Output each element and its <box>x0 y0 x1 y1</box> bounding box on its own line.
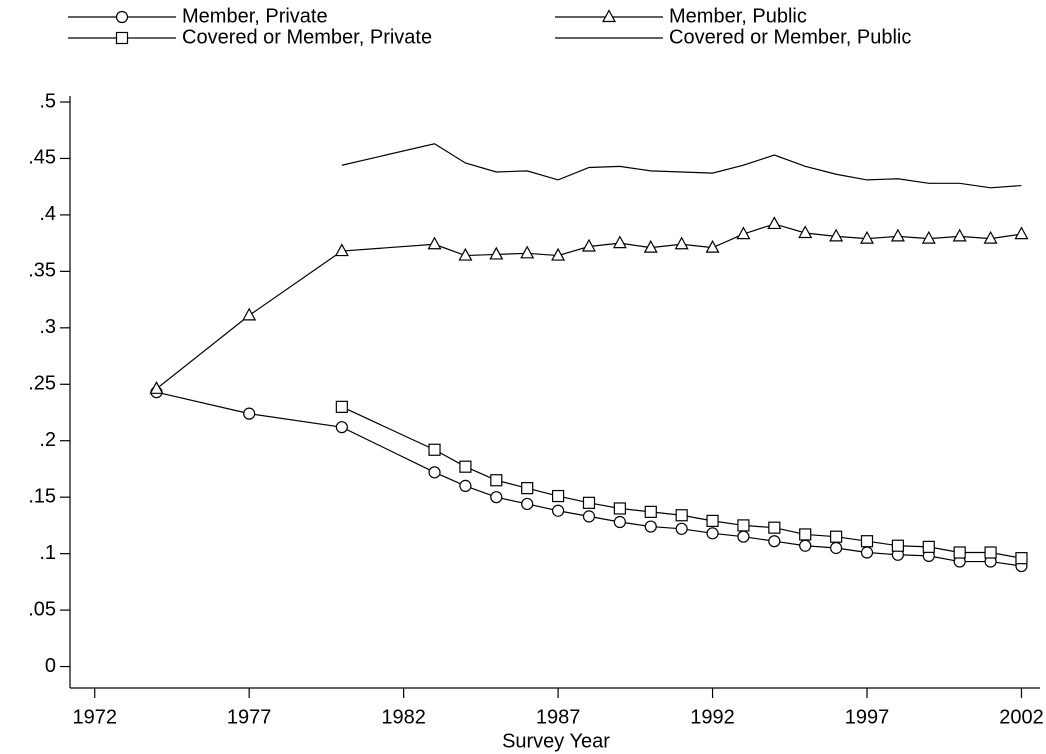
marker <box>984 546 997 559</box>
marker <box>1014 226 1029 240</box>
marker <box>490 491 503 504</box>
y-tick-label: .25 <box>28 373 56 395</box>
legend-label: Covered or Member, Public <box>669 26 911 48</box>
series-line <box>341 143 1022 189</box>
marker <box>149 381 164 394</box>
marker <box>458 247 473 261</box>
legend-label: Covered or Member, Private <box>182 26 432 48</box>
legend-label: Member, Public <box>669 5 807 27</box>
legend-marker <box>115 31 129 45</box>
marker <box>737 530 750 543</box>
marker <box>921 230 936 244</box>
marker <box>798 225 813 239</box>
marker <box>675 509 688 522</box>
marker <box>829 228 844 242</box>
y-tick-label: .4 <box>39 203 56 225</box>
marker <box>953 546 966 559</box>
marker <box>490 474 503 487</box>
legend-marker <box>115 10 129 24</box>
marker <box>830 530 843 543</box>
marker <box>551 247 566 261</box>
y-tick-label: .5 <box>39 90 56 112</box>
marker <box>551 489 565 503</box>
marker <box>768 535 781 548</box>
marker <box>706 527 719 540</box>
marker <box>243 407 256 420</box>
marker <box>428 466 441 479</box>
marker <box>521 482 534 495</box>
legend-label: Member, Private <box>182 5 328 27</box>
y-tick-label: .05 <box>28 598 56 620</box>
x-axis-label: Survey Year <box>502 730 610 752</box>
marker <box>242 307 257 321</box>
marker <box>890 228 905 242</box>
marker <box>612 235 627 249</box>
marker <box>551 504 565 517</box>
marker <box>334 243 349 257</box>
y-tick-label: .35 <box>28 260 56 282</box>
x-tick-label: 1982 <box>381 706 426 728</box>
x-tick-label: 1992 <box>690 706 735 728</box>
marker <box>830 541 843 555</box>
marker <box>335 400 348 413</box>
marker <box>674 236 689 250</box>
y-tick-label: 0 <box>45 655 56 677</box>
marker <box>582 510 596 523</box>
marker <box>799 528 812 541</box>
marker <box>643 239 658 253</box>
marker <box>705 239 720 253</box>
marker <box>521 497 534 511</box>
x-tick-label: 1972 <box>72 706 117 728</box>
marker <box>428 443 441 456</box>
y-tick-label: .2 <box>39 429 56 451</box>
marker <box>706 514 719 527</box>
marker <box>644 505 657 518</box>
marker <box>581 238 596 252</box>
legend-marker <box>601 9 617 23</box>
marker <box>489 246 504 260</box>
series-line <box>156 391 1022 567</box>
marker <box>860 535 874 548</box>
marker <box>613 515 626 529</box>
marker <box>768 521 781 534</box>
marker <box>860 546 874 559</box>
marker <box>582 496 596 509</box>
marker <box>459 479 472 492</box>
x-tick-label: 2002 <box>999 706 1044 728</box>
y-tick-label: .45 <box>28 147 56 169</box>
marker <box>922 540 935 553</box>
marker <box>644 520 657 533</box>
x-tick-label: 1997 <box>845 706 890 728</box>
marker <box>1015 552 1028 565</box>
marker <box>859 230 875 244</box>
marker <box>983 230 998 244</box>
marker <box>520 245 535 259</box>
marker <box>736 226 751 240</box>
y-tick-label: .1 <box>39 542 56 564</box>
marker <box>335 421 348 434</box>
marker <box>737 519 750 532</box>
x-tick-label: 1987 <box>536 706 581 728</box>
y-tick-label: .3 <box>39 316 56 338</box>
x-tick-label: 1977 <box>227 706 272 728</box>
marker <box>427 236 442 250</box>
marker <box>891 539 904 552</box>
marker <box>675 522 688 535</box>
y-tick-label: .15 <box>28 485 56 507</box>
marker <box>952 228 967 242</box>
marker <box>459 460 472 473</box>
marker <box>767 216 782 230</box>
marker <box>799 539 812 552</box>
marker <box>613 502 626 515</box>
series-line <box>341 406 1022 559</box>
